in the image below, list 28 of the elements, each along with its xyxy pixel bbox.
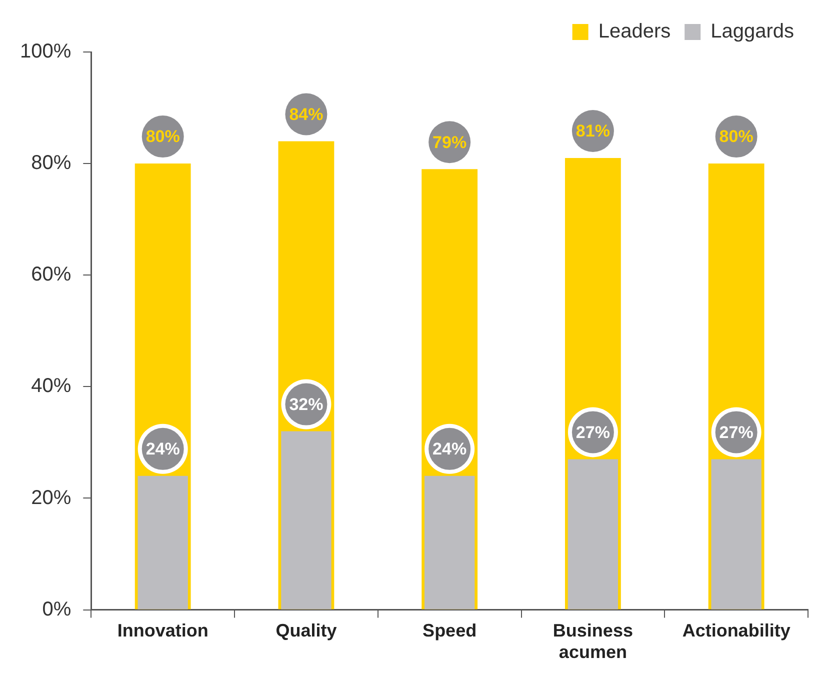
y-tick-label: 40% <box>31 375 72 398</box>
bar <box>138 476 188 610</box>
data-label: 24% <box>146 440 180 459</box>
x-tick-label: Speed <box>422 620 477 641</box>
x-tick-label: Actionability <box>682 620 790 641</box>
data-label: 27% <box>719 422 754 442</box>
bar <box>711 459 762 610</box>
data-label: 79% <box>432 132 467 152</box>
data-label: 24% <box>432 440 467 459</box>
data-label: 80% <box>146 127 180 146</box>
data-label: 32% <box>289 394 324 414</box>
x-tick-label: Innovation <box>117 620 208 641</box>
x-tick-label: Quality <box>276 620 337 641</box>
legend-label: Laggards <box>710 20 794 43</box>
x-tick-label: Business acumen <box>552 620 633 662</box>
legend-label: Leaders <box>598 20 671 43</box>
data-label: 80% <box>719 127 754 146</box>
y-tick-label: 80% <box>31 152 72 174</box>
y-tick-label: 20% <box>31 486 72 509</box>
y-tick-label: 0% <box>42 598 72 620</box>
bar <box>424 476 475 610</box>
y-tick-label: 100% <box>20 40 72 63</box>
data-label: 81% <box>576 122 610 141</box>
bar <box>568 459 618 610</box>
y-tick-label: 60% <box>31 264 72 286</box>
data-label: 27% <box>576 422 610 442</box>
bar <box>281 431 332 610</box>
data-label: 84% <box>289 104 324 124</box>
